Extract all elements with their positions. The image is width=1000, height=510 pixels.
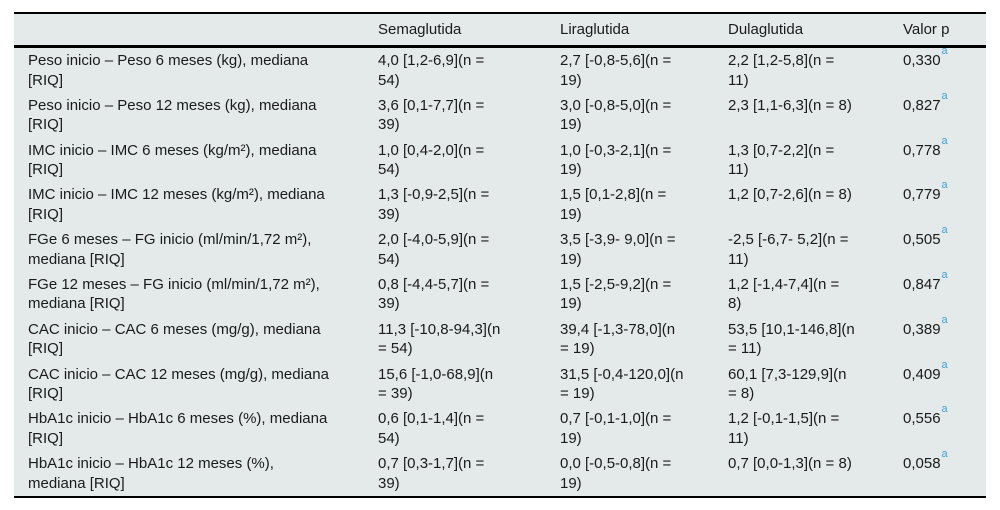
liraglutida-cell: 31,5 [-0,4-120,0](n = 19) <box>560 365 684 403</box>
row-label: FGe 6 meses – FG inicio (ml/min/1,72 m²)… <box>28 231 312 268</box>
p-value: 0,847 <box>903 275 941 293</box>
valor-p-cell: 0,556a <box>900 403 986 451</box>
table-row: CAC inicio – CAC 12 meses (mg/g), median… <box>14 358 986 407</box>
table-row: Peso inicio – Peso 6 meses (kg), mediana… <box>14 45 986 93</box>
footnote-a-link[interactable]: a <box>941 45 948 57</box>
results-table: Semaglutida Liraglutida Dulaglutida Valo… <box>14 12 986 498</box>
valor-p-cell: 0,505a <box>900 224 986 272</box>
footnote-a-link[interactable]: a <box>941 403 948 416</box>
footnote-a-link[interactable]: a <box>941 358 948 371</box>
table-row: FGe 12 meses – FG inicio (ml/min/1,72 m²… <box>14 268 986 317</box>
row-label: HbA1c inicio – HbA1c 6 meses (%), median… <box>28 410 328 447</box>
column-header-liraglutida: Liraglutida <box>560 20 630 38</box>
p-value: 0,778 <box>903 141 941 159</box>
valor-p-cell: 0,778a <box>900 134 986 183</box>
row-label: IMC inicio – IMC 12 meses (kg/m²), media… <box>28 186 325 223</box>
footnote-a-link[interactable]: a <box>941 313 948 326</box>
footnote-a-link[interactable]: a <box>941 448 948 461</box>
liraglutida-cell: 1,5 [-2,5-9,2](n = 19) <box>560 275 672 313</box>
row-label: Peso inicio – Peso 6 meses (kg), mediana… <box>28 52 309 89</box>
valor-p-cell: 0,847a <box>900 268 986 317</box>
table-row: CAC inicio – CAC 6 meses (mg/g), mediana… <box>14 313 986 362</box>
table-row: IMC inicio – IMC 6 meses (kg/m²), median… <box>14 134 986 183</box>
table-row: HbA1c inicio – HbA1c 6 meses (%), median… <box>14 403 986 451</box>
dulaglutida-cell: 1,2 [0,7-2,6](n = 8) <box>728 186 852 204</box>
dulaglutida-cell: 53,5 [10,1-146,8](n = 11) <box>728 320 855 358</box>
p-value: 0,058 <box>903 455 941 473</box>
semaglutida-cell: 11,3 [-10,8-94,3](n = 54) <box>378 320 501 358</box>
liraglutida-cell: 39,4 [-1,3-78,0](n = 19) <box>560 320 676 358</box>
table-row: HbA1c inicio – HbA1c 12 meses (%), media… <box>14 448 986 496</box>
row-label: Peso inicio – Peso 12 meses (kg), median… <box>28 96 317 134</box>
dulaglutida-cell: -2,5 [-6,7- 5,2](n = 11) <box>728 231 849 268</box>
table-body: Peso inicio – Peso 6 meses (kg), mediana… <box>14 45 986 498</box>
liraglutida-cell: 1,0 [-0,3-2,1](n = 19) <box>560 141 672 179</box>
dulaglutida-cell: 1,2 [-0,1-1,5](n = 11) <box>728 410 840 447</box>
table-row: IMC inicio – IMC 12 meses (kg/m²), media… <box>14 179 986 227</box>
footnote-a-link[interactable]: a <box>941 89 948 102</box>
valor-p-cell: 0,389a <box>900 313 986 362</box>
semaglutida-cell: 4,0 [1,2-6,9](n = 54) <box>378 52 485 89</box>
footnote-a-link[interactable]: a <box>941 179 948 192</box>
p-value: 0,827 <box>903 96 941 114</box>
valor-p-cell: 0,827a <box>900 89 986 138</box>
semaglutida-cell: 2,0 [-4,0-5,9](n = 54) <box>378 231 490 268</box>
table-header-row: Semaglutida Liraglutida Dulaglutida Valo… <box>14 12 986 48</box>
p-value: 0,409 <box>903 365 941 383</box>
liraglutida-cell: 2,7 [-0,8-5,6](n = 19) <box>560 52 672 89</box>
row-label: HbA1c inicio – HbA1c 12 meses (%), media… <box>28 455 274 492</box>
column-header-semaglutida: Semaglutida <box>378 20 462 38</box>
row-label: CAC inicio – CAC 6 meses (mg/g), mediana… <box>28 320 321 358</box>
liraglutida-cell: 0,0 [-0,5-0,8](n = 19) <box>560 455 672 492</box>
valor-p-cell: 0,058a <box>900 448 986 496</box>
dulaglutida-cell: 60,1 [7,3-129,9](n = 8) <box>728 365 847 403</box>
dulaglutida-cell: 1,2 [-1,4-7,4](n = 8) <box>728 275 840 313</box>
semaglutida-cell: 0,6 [0,1-1,4](n = 54) <box>378 410 485 447</box>
p-value: 0,389 <box>903 320 941 338</box>
liraglutida-cell: 3,0 [-0,8-5,0](n = 19) <box>560 96 672 134</box>
footnote-a-link[interactable]: a <box>941 134 948 147</box>
row-label: FGe 12 meses – FG inicio (ml/min/1,72 m²… <box>28 275 320 313</box>
liraglutida-cell: 3,5 [-3,9- 9,0](n = 19) <box>560 231 676 268</box>
footnote-a-link[interactable]: a <box>941 224 948 237</box>
dulaglutida-cell: 2,2 [1,2-5,8](n = 11) <box>728 52 835 89</box>
column-header-valor-p: Valor p <box>903 20 950 38</box>
semaglutida-cell: 3,6 [0,1-7,7](n = 39) <box>378 96 485 134</box>
p-value: 0,505 <box>903 231 941 249</box>
footnote-a-link[interactable]: a <box>941 268 948 281</box>
table-row: FGe 6 meses – FG inicio (ml/min/1,72 m²)… <box>14 224 986 272</box>
valor-p-cell: 0,409a <box>900 358 986 407</box>
dulaglutida-cell: 1,3 [0,7-2,2](n = 11) <box>728 141 835 179</box>
semaglutida-cell: 15,6 [-1,0-68,9](n = 39) <box>378 365 494 403</box>
valor-p-cell: 0,779a <box>900 179 986 227</box>
liraglutida-cell: 0,7 [-0,1-1,0](n = 19) <box>560 410 672 447</box>
semaglutida-cell: 1,3 [-0,9-2,5](n = 39) <box>378 186 490 223</box>
dulaglutida-cell: 2,3 [1,1-6,3](n = 8) <box>728 96 852 114</box>
row-label: IMC inicio – IMC 6 meses (kg/m²), median… <box>28 141 317 179</box>
column-header-dulaglutida: Dulaglutida <box>728 20 804 38</box>
liraglutida-cell: 1,5 [0,1-2,8](n = 19) <box>560 186 667 223</box>
p-value: 0,779 <box>903 186 941 204</box>
dulaglutida-cell: 0,7 [0,0-1,3](n = 8) <box>728 455 852 473</box>
semaglutida-cell: 0,8 [-4,4-5,7](n = 39) <box>378 275 490 313</box>
semaglutida-cell: 1,0 [0,4-2,0](n = 54) <box>378 141 485 179</box>
valor-p-cell: 0,330a <box>900 45 986 93</box>
semaglutida-cell: 0,7 [0,3-1,7](n = 39) <box>378 455 485 492</box>
p-value: 0,330 <box>903 52 941 69</box>
row-label: CAC inicio – CAC 12 meses (mg/g), median… <box>28 365 329 403</box>
table-row: Peso inicio – Peso 12 meses (kg), median… <box>14 89 986 138</box>
p-value: 0,556 <box>903 410 941 428</box>
